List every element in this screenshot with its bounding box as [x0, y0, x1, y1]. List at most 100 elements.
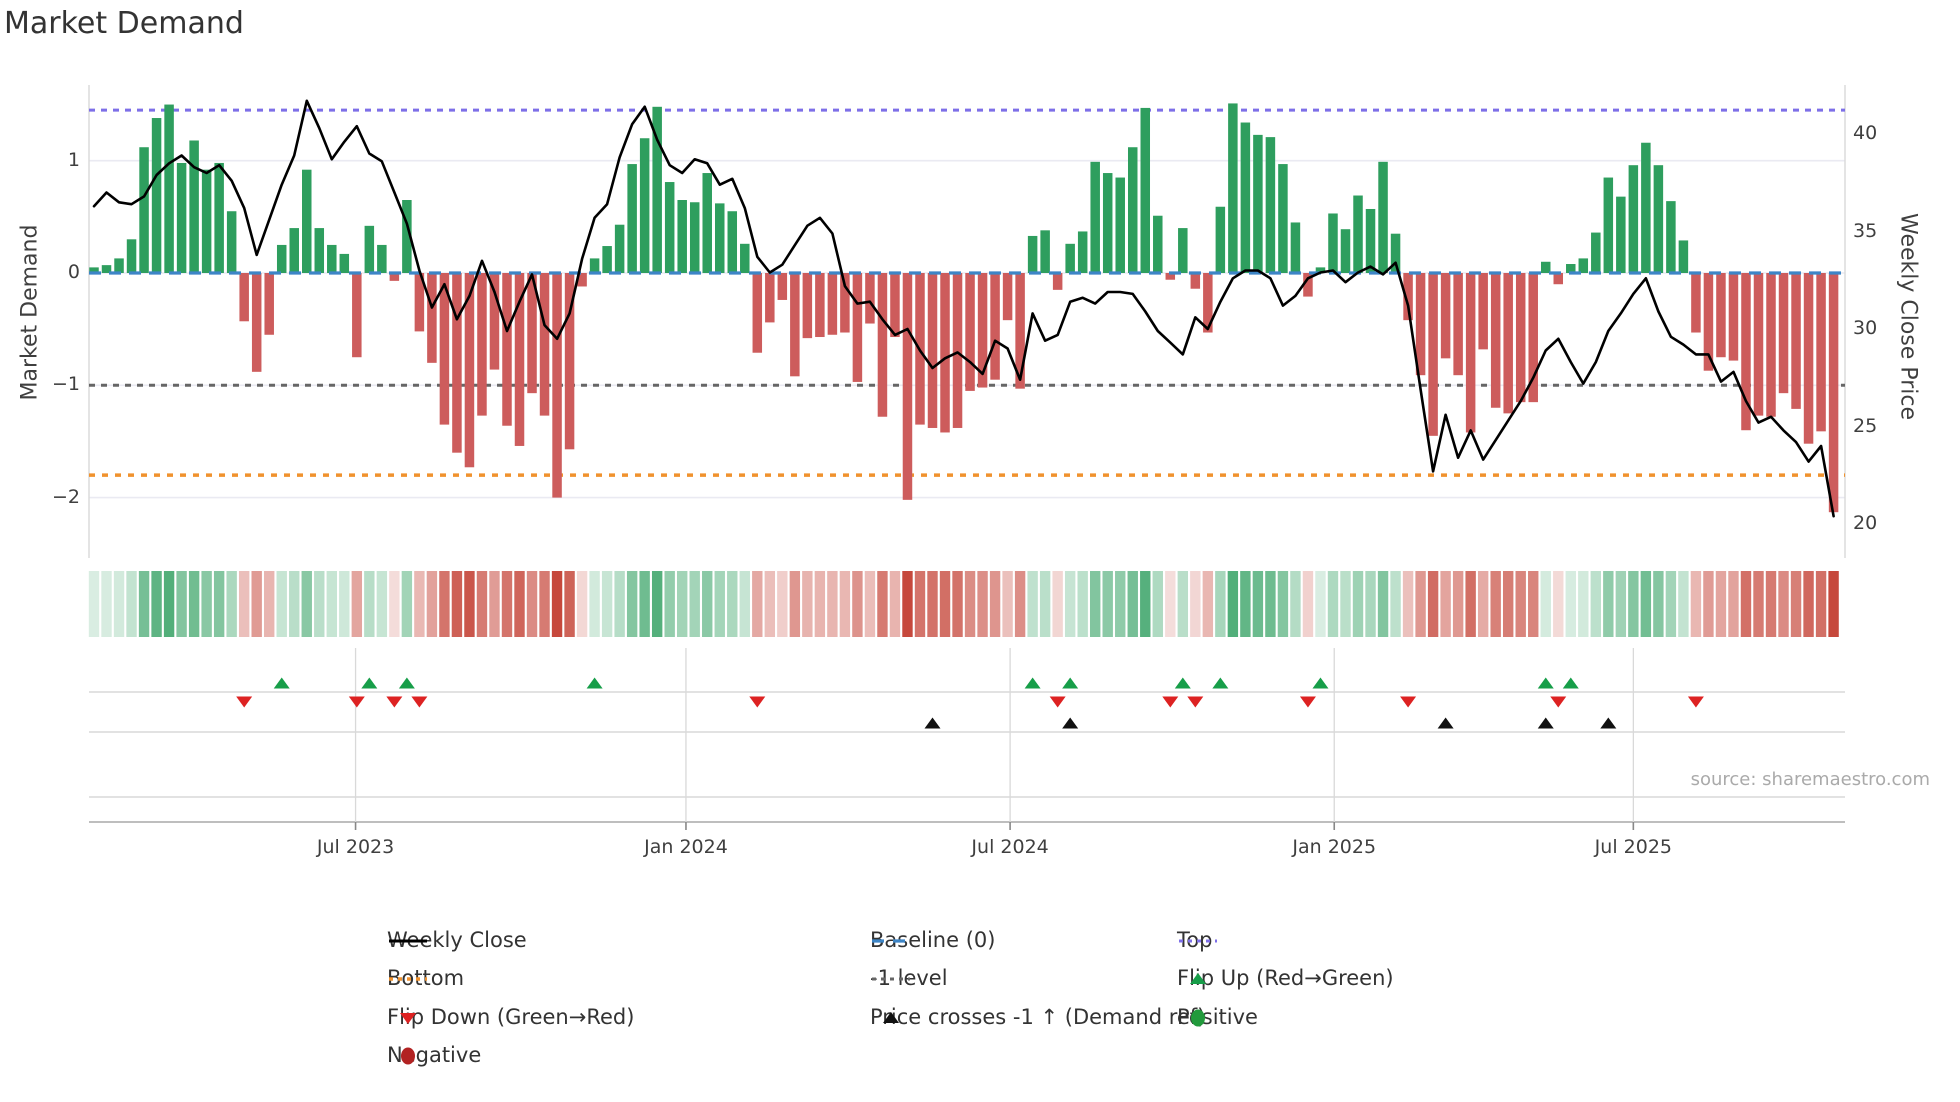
heatmap-cell [1340, 571, 1351, 637]
heatmap-cell [376, 571, 388, 637]
demand-bar [1365, 208, 1376, 273]
heatmap-cell [151, 571, 162, 637]
demand-bar [364, 225, 375, 273]
demand-bar [239, 273, 249, 322]
heatmap-cell [489, 571, 500, 637]
demand-bar [389, 273, 400, 281]
heatmap-cell [1803, 571, 1814, 637]
demand-bar [752, 273, 763, 353]
demand-bar [890, 273, 900, 338]
heatmap-cell [1352, 571, 1364, 637]
heatmap-cell [126, 571, 137, 637]
demand-bar [952, 273, 963, 428]
heatmap-cell [289, 571, 300, 637]
demand-bar [502, 273, 512, 426]
flip-up-marker [1212, 677, 1229, 689]
demand-bar [1428, 273, 1438, 436]
demand-bar [1340, 229, 1351, 273]
heatmap-cell [176, 571, 187, 637]
demand-bar [1678, 240, 1689, 273]
demand-bar [815, 273, 825, 338]
heatmap-cell [1240, 571, 1251, 637]
heatmap-cell [1728, 571, 1739, 637]
demand-bar [840, 273, 850, 333]
heatmap-cell [1778, 571, 1789, 637]
heatmap-cell [276, 571, 287, 637]
demand-bar [790, 273, 800, 377]
demand-bar [677, 200, 687, 273]
legend-item: Top [1177, 928, 1217, 952]
demand-bar [639, 138, 650, 273]
heatmap-cell [1528, 571, 1539, 637]
demand-bar [1753, 273, 1764, 416]
heatmap-cell [964, 571, 976, 637]
demand-bar [1165, 273, 1176, 280]
heatmap-cell [1590, 571, 1601, 637]
date-tick-label: Jul 2023 [316, 836, 395, 858]
demand-bar [1315, 267, 1326, 273]
heatmap-cell [1177, 571, 1189, 637]
heatmap-cell [188, 571, 200, 637]
heatmap-cell [1190, 571, 1201, 637]
demand-bar [1190, 273, 1201, 289]
demand-bar [251, 273, 262, 372]
heatmap-cell [614, 571, 625, 637]
demand-bar [1178, 228, 1188, 273]
heatmap-cell [1615, 571, 1627, 637]
demand-bar [1090, 161, 1100, 273]
date-tick-label: Jan 2025 [1292, 836, 1377, 858]
demand-bar [802, 273, 813, 339]
heatmap-cell [777, 571, 788, 637]
demand-bar [577, 273, 587, 287]
minus-one-swatch [872, 977, 910, 981]
demand-tick-label: 1 [67, 148, 80, 171]
demand-bar [614, 224, 625, 273]
demand-bar [1140, 107, 1151, 273]
demand-bar [1741, 273, 1751, 431]
demand-bar [1002, 273, 1013, 321]
demand-bar [1728, 273, 1739, 361]
price-cross-marker [924, 717, 941, 729]
demand-bar [1766, 273, 1776, 417]
heatmap-cell [1653, 571, 1664, 637]
heatmap-cell [113, 571, 125, 637]
legend-item: Positive [1177, 1005, 1258, 1029]
heatmap-cell [1377, 571, 1389, 637]
demand-bar [1540, 261, 1551, 273]
demand-bar [1791, 273, 1801, 409]
flip-down-icon [400, 1013, 416, 1024]
demand-bar [940, 273, 950, 433]
heatmap-cell [1277, 571, 1289, 637]
demand-bar [1052, 273, 1063, 290]
legend-item-label: Positive [1177, 1005, 1258, 1029]
heatmap-cell [877, 571, 888, 637]
negative-icon [401, 1047, 415, 1065]
heatmap-cell [1815, 571, 1827, 637]
demand-bar [965, 273, 975, 391]
flip-down-marker [1187, 696, 1204, 708]
demand-bar [589, 258, 600, 273]
demand-bar [1328, 213, 1338, 273]
heatmap-cell [389, 571, 400, 637]
demand-bar [1453, 273, 1463, 376]
top-swatch [1179, 939, 1217, 943]
heatmap-cell [314, 571, 325, 637]
heatmap-cell [1440, 571, 1451, 637]
demand-bar [1065, 243, 1075, 273]
flip-up-icon [1190, 973, 1206, 984]
demand-bar [201, 169, 212, 273]
heatmap-cell [1290, 571, 1301, 637]
price-cross-marker [1537, 717, 1554, 729]
heatmap-cell [852, 571, 863, 637]
heatmap-cell [1165, 571, 1176, 637]
heatmap-cell [727, 571, 738, 637]
heatmap-cell [1603, 571, 1614, 637]
heatmap-cell [752, 571, 763, 637]
heatmap-cell [301, 571, 312, 637]
demand-bar [927, 273, 938, 428]
demand-bar [276, 244, 287, 273]
demand-bar [126, 239, 137, 273]
demand-bar [1803, 273, 1814, 444]
flip-down-marker [348, 696, 365, 708]
demand-bar [1465, 273, 1476, 433]
